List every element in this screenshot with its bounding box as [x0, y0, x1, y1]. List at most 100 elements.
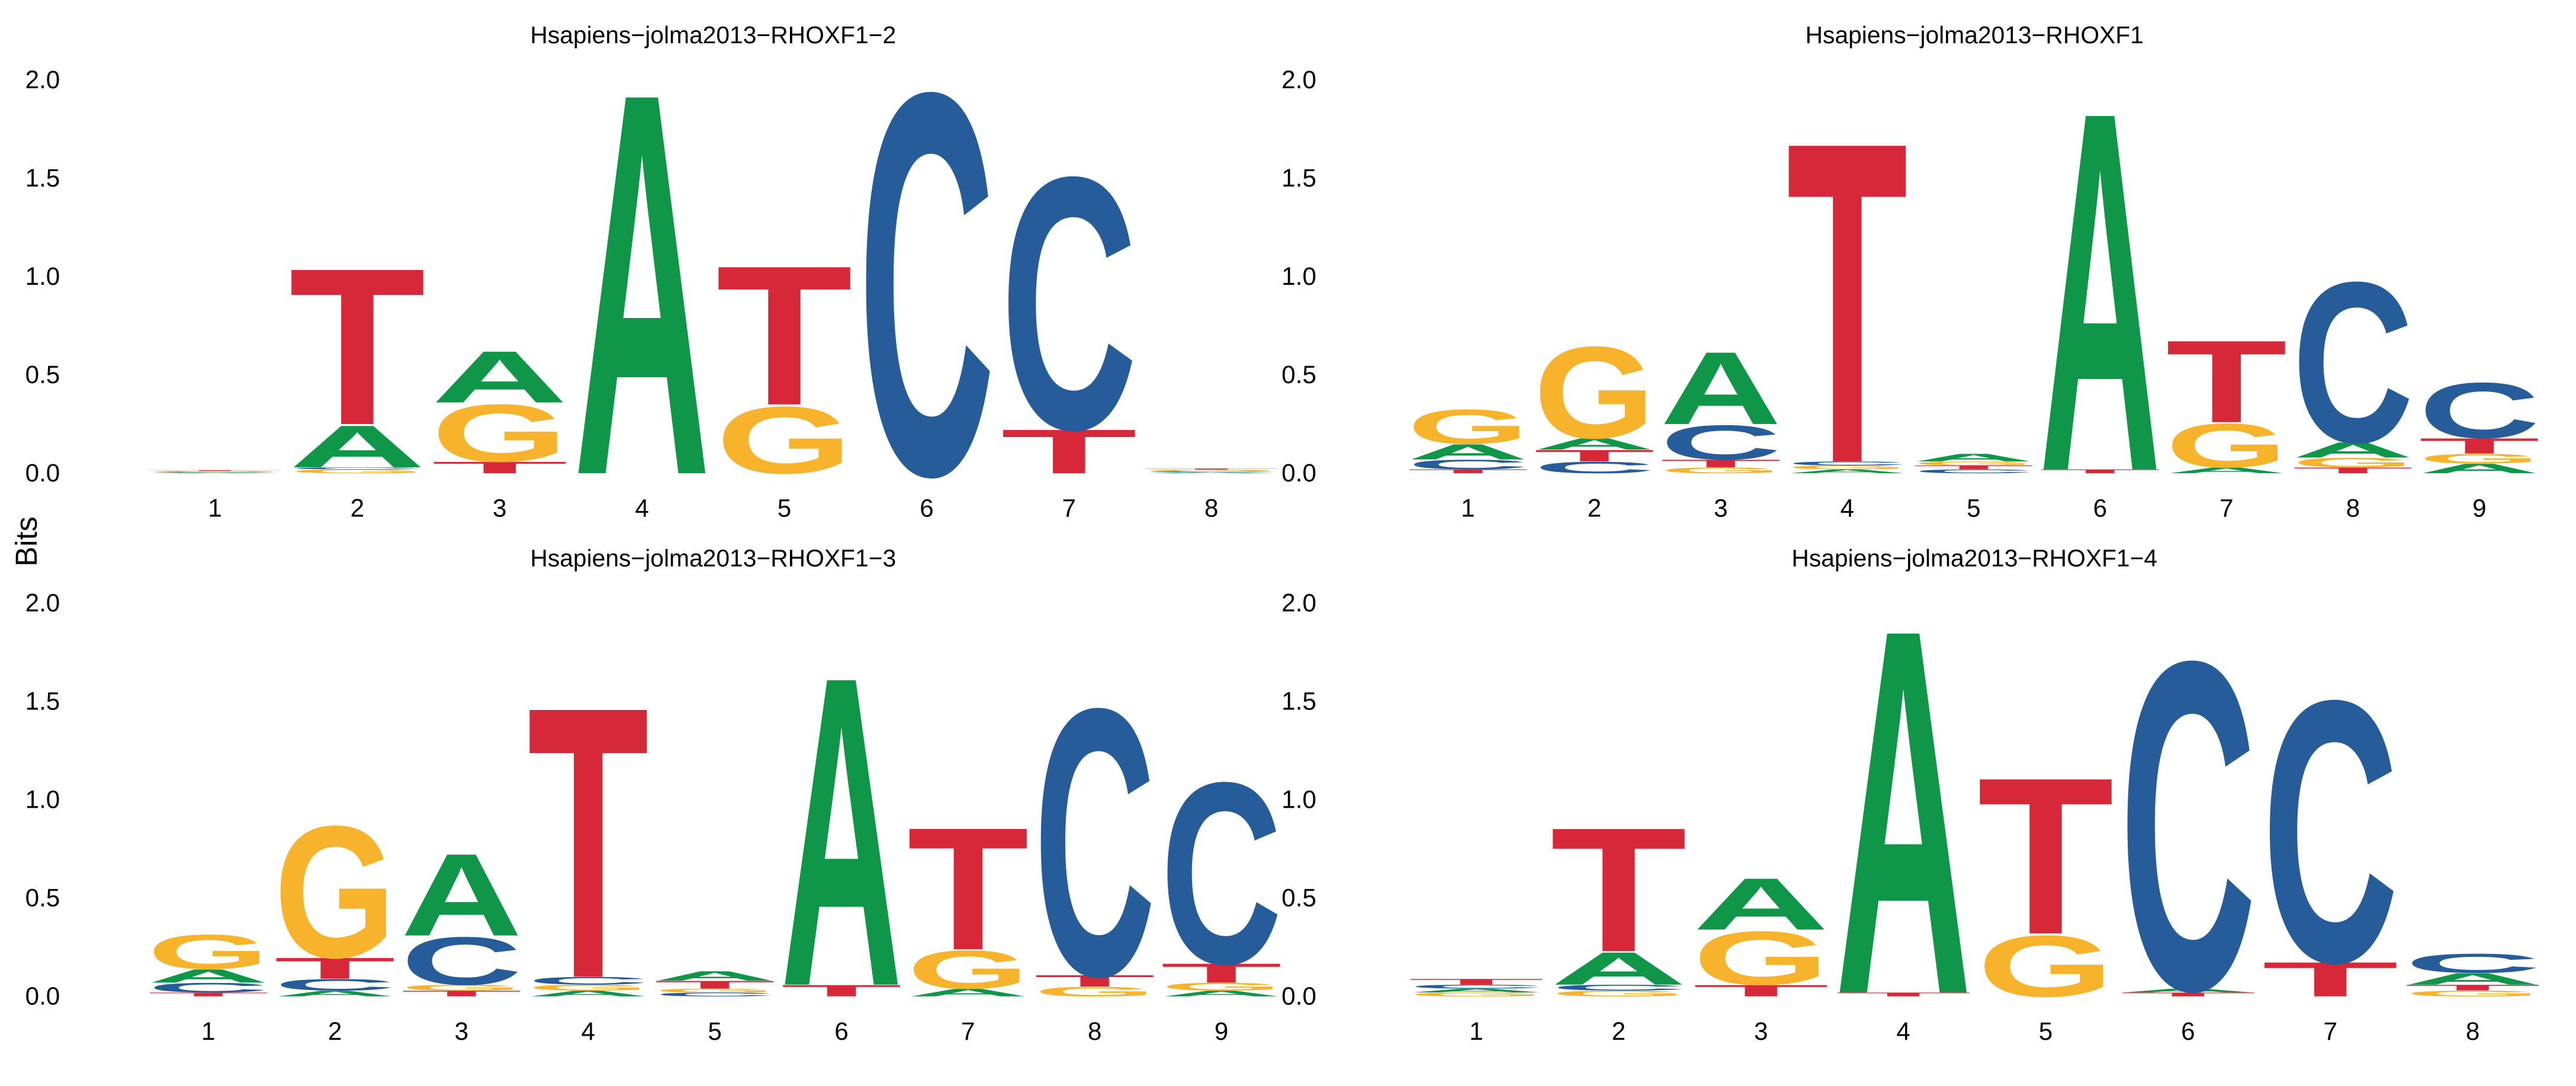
y-tick-label: 0.0 — [25, 459, 60, 487]
logo-letter-c: C — [1407, 457, 1528, 473]
logo-letter-c: C — [289, 467, 426, 470]
logo-letter-t: T — [401, 989, 522, 998]
logo-letter-g: G — [401, 983, 522, 992]
logo-letter-a: A — [1143, 472, 1280, 474]
logo-panel: Hsapiens−jolma2013−RHOXF1−4 0.0 0.5 1.0 1.5 2… — [1281, 521, 2541, 1086]
x-tick-label: 4 — [1841, 494, 1854, 522]
x-tick-label: 8 — [2346, 494, 2360, 522]
logo-letter-g: G — [716, 387, 853, 493]
logo-letter-a: A — [574, 0, 711, 590]
y-tick-label: 1.0 — [25, 262, 60, 290]
x-tick-label: 7 — [1062, 494, 1075, 522]
x-tick-label: 3 — [1714, 494, 1727, 522]
logo-letter-t: T — [274, 952, 396, 985]
logo-letter-g: G — [431, 387, 568, 479]
x-tick-label: 8 — [2466, 1017, 2479, 1045]
y-tick-label: 0.5 — [1281, 361, 1316, 388]
logo-letter-c: C — [2292, 234, 2414, 490]
logo-letter-g: G — [147, 924, 269, 979]
logo-letter-t: T — [147, 991, 269, 997]
logo-letter-c: C — [147, 471, 284, 473]
logo-letter-g: G — [907, 939, 1029, 1000]
logo-letter-a: A — [147, 965, 269, 987]
logo-letter-t: T — [1660, 458, 1781, 470]
logo-letter-g: G — [654, 988, 775, 994]
x-tick-label: 4 — [582, 1017, 595, 1045]
logo-letter-a: A — [401, 829, 522, 960]
x-tick-label: 7 — [2323, 1017, 2337, 1045]
logo-letter-t: T — [2166, 316, 2287, 447]
logo-letter-t: T — [1692, 982, 1829, 1000]
logo-letter-a: A — [1660, 330, 1781, 446]
logo-letter-a: A — [2039, 5, 2161, 579]
y-tick-label: 0.0 — [1281, 982, 1316, 1010]
logo-letter-t: T — [2404, 983, 2541, 992]
logo-letter-t: T — [1408, 977, 1545, 986]
x-tick-label: 7 — [961, 1017, 975, 1045]
x-tick-label: 6 — [834, 1017, 848, 1045]
x-tick-label: 1 — [208, 494, 221, 522]
logo-letter-c: C — [1534, 458, 1655, 477]
logo-letter-c: C — [654, 991, 775, 997]
y-tick-label: 1.0 — [25, 786, 60, 814]
panel-title: Hsapiens−jolma2013−RHOXF1−4 — [1791, 545, 2157, 572]
logo-letter-a: A — [2292, 438, 2414, 462]
y-tick-label: 1.0 — [1281, 262, 1316, 290]
logo-letter-g: G — [2404, 989, 2541, 998]
logo-letter-c: C — [1034, 628, 1155, 1056]
logo-letter-t: T — [780, 982, 902, 1000]
x-tick-label: 6 — [2181, 1017, 2195, 1045]
y-tick-label: 0.5 — [1281, 884, 1316, 912]
logo-letter-g: G — [1977, 917, 2114, 1015]
x-tick-label: 9 — [2472, 494, 2486, 522]
logo-letter-t: T — [1407, 468, 1528, 474]
logo-letter-t: T — [2262, 952, 2399, 1007]
logo-letter-c: C — [147, 980, 269, 995]
logo-letter-c: C — [401, 923, 522, 1000]
logo-letter-a: A — [1835, 521, 1972, 1083]
x-tick-label: 3 — [493, 494, 506, 522]
logo-letter-a: A — [1408, 988, 1545, 994]
logo-letter-c: C — [1408, 984, 1545, 989]
x-tick-label: 5 — [708, 1017, 721, 1045]
x-tick-label: 1 — [201, 1017, 215, 1045]
logo-letter-a: A — [2404, 970, 2541, 988]
logo-letter-a: A — [1692, 863, 1829, 945]
logo-letter-t: T — [1034, 972, 1155, 990]
logo-letter-t: T — [2292, 466, 2414, 475]
y-tick-label: 1.5 — [1281, 687, 1316, 715]
logo-letter-g: G — [2418, 451, 2540, 467]
logo-letter-t: T — [1534, 446, 1655, 465]
logo-letter-c: C — [1913, 468, 2034, 474]
y-tick-label: 1.5 — [25, 687, 60, 715]
logo-letter-a: A — [780, 584, 902, 1078]
logo-letter-t: T — [2119, 991, 2256, 997]
x-tick-label: 8 — [1205, 494, 1218, 522]
y-tick-label: 2.0 — [1281, 589, 1316, 617]
logo-letter-g: G — [1692, 915, 1829, 1001]
logo-letter-g: G — [1534, 319, 1655, 465]
logo-letter-a: A — [1407, 440, 1528, 464]
x-tick-label: 2 — [1588, 494, 1601, 522]
logo-letter-a: A — [2418, 461, 2540, 476]
y-tick-label: 2.0 — [25, 589, 60, 617]
y-tick-label: 0.5 — [25, 884, 60, 912]
y-tick-label: 2.0 — [25, 66, 60, 94]
y-tick-label: 2.0 — [1281, 66, 1316, 94]
logo-letter-t: T — [654, 979, 775, 991]
logo-letter-g: G — [274, 786, 396, 997]
logo-panel: Hsapiens−jolma2013−RHOXF1−2 0.0 0.5 1.0 1.5 2… — [25, 0, 1280, 590]
x-tick-label: 4 — [635, 494, 648, 522]
panel-title: Hsapiens−jolma2013−RHOXF1−2 — [530, 21, 896, 49]
logo-letter-t: T — [289, 222, 426, 472]
x-tick-label: 4 — [1896, 1017, 1910, 1045]
logo-letter-g: G — [147, 471, 284, 472]
x-tick-label: 5 — [2039, 1017, 2053, 1045]
logo-letter-a: A — [2119, 988, 2256, 994]
x-tick-label: 2 — [351, 494, 364, 522]
logo-letter-c: C — [528, 975, 649, 987]
x-tick-label: 5 — [778, 494, 791, 522]
y-tick-label: 1.5 — [25, 164, 60, 192]
